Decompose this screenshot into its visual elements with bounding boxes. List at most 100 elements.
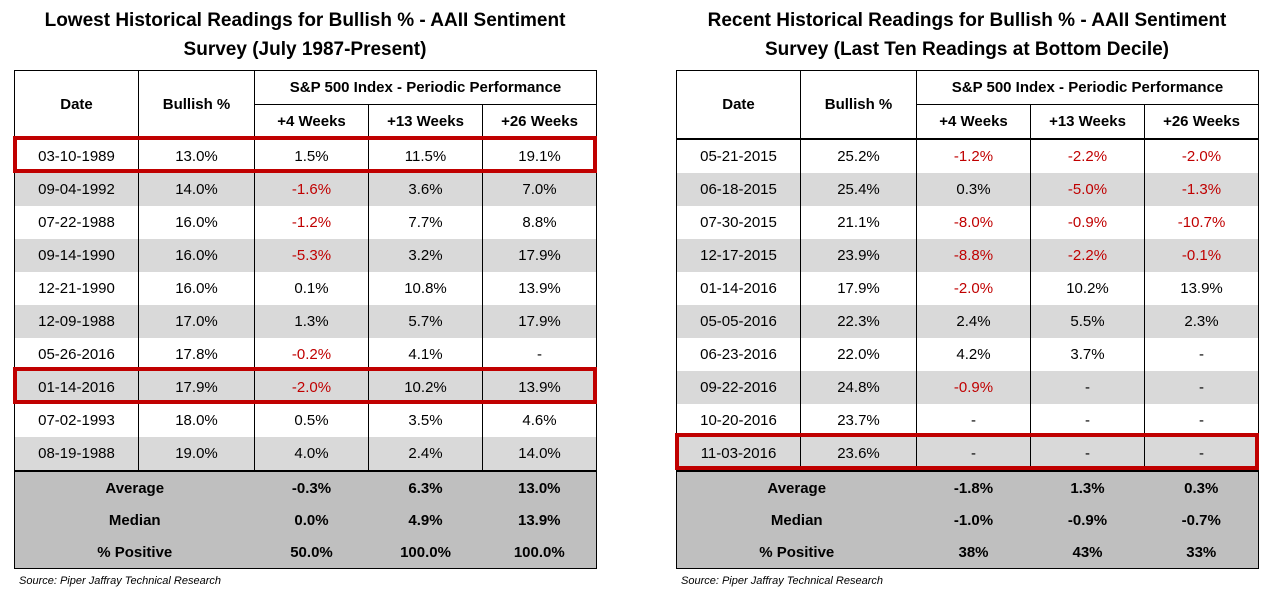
date-cell: 08-19-1988 (14, 437, 139, 471)
source-note: Source: Piper Jaffray Technical Research (681, 575, 883, 587)
date-cell: 12-21-1990 (14, 272, 139, 305)
w26-cell: -1.3% (1143, 173, 1260, 206)
left-table-wrap: Date Bullish % S&P 500 Index - Periodic … (13, 70, 598, 569)
w26-cell: -2.0% (1143, 138, 1260, 173)
w4-cell: -5.3% (254, 239, 369, 272)
left-table: Date Bullish % S&P 500 Index - Periodic … (14, 70, 598, 569)
table-row: 05-21-2015 25.2% -1.2% -2.2% -2.0% (676, 138, 1260, 173)
w26-summary-cell: 0.3% (1144, 470, 1260, 504)
bullish-cell: 16.0% (138, 206, 255, 239)
date-cell: 11-03-2016 (676, 437, 801, 471)
w4-cell: 4.2% (916, 338, 1031, 371)
w13-cell: - (1030, 437, 1145, 471)
date-cell: 06-18-2015 (676, 173, 801, 206)
w4-cell: 2.4% (916, 305, 1031, 338)
w4-cell: -0.9% (916, 371, 1031, 404)
w13-cell: 3.5% (368, 404, 483, 437)
table-row: 01-14-2016 17.9% -2.0% 10.2% 13.9% (676, 272, 1260, 305)
date-cell: 05-26-2016 (14, 338, 139, 371)
date-cell: 12-17-2015 (676, 239, 801, 272)
w26-summary-cell: 13.0% (482, 470, 598, 504)
w13-column-header: +13 Weeks (1030, 104, 1145, 140)
w13-summary-cell: -0.9% (1030, 504, 1145, 536)
right-summary-body: Average -1.8% 1.3% 0.3% Median -1.0% -0.9% -0.7… (676, 470, 1260, 569)
table-row: 10-20-2016 23.7% - - - (676, 404, 1260, 437)
w26-cell: 17.9% (481, 239, 598, 272)
table-row: 12-09-1988 17.0% 1.3% 5.7% 17.9% (14, 305, 598, 338)
date-column-header: Date (14, 70, 139, 140)
w4-cell: - (916, 437, 1031, 471)
date-cell: 05-21-2015 (676, 138, 801, 173)
date-cell: 01-14-2016 (14, 371, 139, 404)
w4-cell: 1.5% (254, 138, 369, 173)
w26-cell: - (1143, 404, 1260, 437)
w4-cell: 4.0% (254, 437, 369, 471)
left-table-body: 03-10-1989 13.0% 1.5% 11.5% 19.1% 09-04-1992 1… (14, 138, 598, 471)
w26-summary-cell: -0.7% (1144, 504, 1260, 536)
table-row: 03-10-1989 13.0% 1.5% 11.5% 19.1% (14, 138, 598, 173)
w26-cell: -10.7% (1143, 206, 1260, 239)
left-table-title: Lowest Historical Readings for Bullish %… (44, 10, 566, 60)
w26-cell: 2.3% (1143, 305, 1260, 338)
summary-row: Average -0.3% 6.3% 13.0% (14, 470, 598, 504)
table-row: 06-23-2016 22.0% 4.2% 3.7% - (676, 338, 1260, 371)
bullish-column-header: Bullish % (138, 70, 255, 140)
w13-cell: 10.8% (368, 272, 483, 305)
bullish-cell: 17.9% (138, 371, 255, 404)
table-row: 07-22-1988 16.0% -1.2% 7.7% 8.8% (14, 206, 598, 239)
w13-cell: 10.2% (368, 371, 483, 404)
summary-row: % Positive 38% 43% 33% (676, 536, 1260, 569)
bullish-cell: 16.0% (138, 239, 255, 272)
table-row: 12-21-1990 16.0% 0.1% 10.8% 13.9% (14, 272, 598, 305)
w4-summary-cell: -1.0% (916, 504, 1031, 536)
summary-row: % Positive 50.0% 100.0% 100.0% (14, 536, 598, 569)
w26-cell: 13.9% (1143, 272, 1260, 305)
w13-cell: - (1030, 404, 1145, 437)
w13-summary-cell: 4.9% (368, 504, 483, 536)
w13-cell: - (1030, 371, 1145, 404)
date-cell: 06-23-2016 (676, 338, 801, 371)
w13-cell: 5.7% (368, 305, 483, 338)
w26-cell: - (1143, 338, 1260, 371)
w26-cell: 8.8% (481, 206, 598, 239)
table-row: 05-05-2016 22.3% 2.4% 5.5% 2.3% (676, 305, 1260, 338)
table-row: 11-03-2016 23.6% - - - (676, 437, 1260, 471)
date-cell: 09-22-2016 (676, 371, 801, 404)
w13-cell: 2.4% (368, 437, 483, 471)
bullish-column-header: Bullish % (800, 70, 917, 140)
performance-group-header: S&P 500 Index - Periodic Performance (915, 70, 1260, 105)
summary-label: % Positive (676, 536, 917, 569)
right-table-title: Recent Historical Readings for Bullish %… (707, 10, 1227, 60)
date-cell: 07-22-1988 (14, 206, 139, 239)
w13-cell: 3.6% (368, 173, 483, 206)
w26-cell: 14.0% (481, 437, 598, 471)
w13-cell: 10.2% (1030, 272, 1145, 305)
w13-summary-cell: 100.0% (368, 536, 483, 569)
summary-label: Average (14, 470, 255, 504)
table-row: 09-14-1990 16.0% -5.3% 3.2% 17.9% (14, 239, 598, 272)
bullish-cell: 25.4% (800, 173, 917, 206)
right-table: Date Bullish % S&P 500 Index - Periodic … (676, 70, 1260, 569)
w4-summary-cell: 0.0% (254, 504, 369, 536)
w4-cell: - (916, 404, 1031, 437)
w26-cell: 4.6% (481, 404, 598, 437)
w13-cell: -5.0% (1030, 173, 1145, 206)
summary-row: Median -1.0% -0.9% -0.7% (676, 504, 1260, 536)
summary-label: Average (676, 470, 917, 504)
summary-label: Median (14, 504, 255, 536)
w13-cell: -2.2% (1030, 138, 1145, 173)
w13-cell: 4.1% (368, 338, 483, 371)
w4-column-header: +4 Weeks (254, 104, 369, 140)
w4-cell: 0.3% (916, 173, 1031, 206)
w26-cell: - (1143, 371, 1260, 404)
w4-summary-cell: 50.0% (254, 536, 369, 569)
w4-cell: -1.2% (916, 138, 1031, 173)
date-cell: 03-10-1989 (14, 138, 139, 173)
bullish-cell: 17.9% (800, 272, 917, 305)
w4-cell: -1.2% (254, 206, 369, 239)
w13-cell: -0.9% (1030, 206, 1145, 239)
date-cell: 07-02-1993 (14, 404, 139, 437)
w13-cell: 7.7% (368, 206, 483, 239)
performance-group-header: S&P 500 Index - Periodic Performance (253, 70, 598, 105)
bullish-cell: 16.0% (138, 272, 255, 305)
